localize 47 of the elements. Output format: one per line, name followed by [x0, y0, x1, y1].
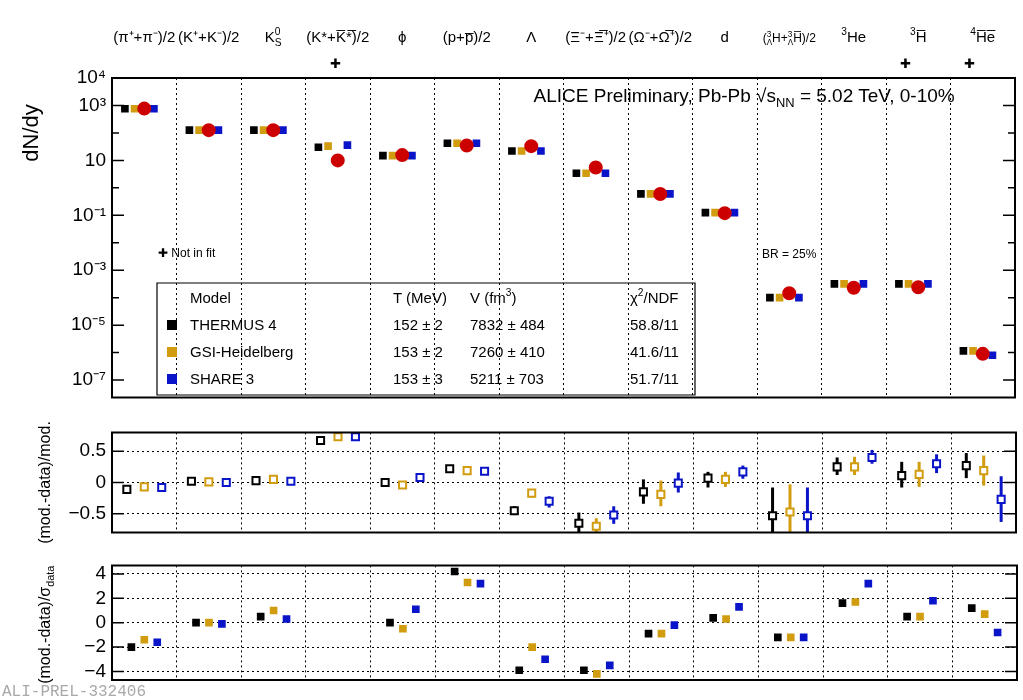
y-tick-label: 10⁻³	[72, 258, 106, 280]
y-axis-title: (mod.-data)/σdata	[36, 564, 56, 684]
annotation: 153 ± 3	[393, 370, 443, 387]
x-tick-label: (p+p̅)/2	[442, 28, 491, 45]
annotation: 7832 ± 484	[470, 316, 545, 333]
annotation: Model	[190, 289, 231, 306]
x-tick-label: Λ	[526, 28, 537, 45]
x-tick-label: (Ξ⁻+Ξ̅⁺)/2	[565, 28, 627, 45]
y-tick-label: −0.5	[68, 502, 106, 524]
text: ✚	[963, 56, 975, 71]
y-tick-label: 10³	[78, 93, 106, 115]
y-tick-label: 10⁻⁵	[70, 313, 106, 335]
y-tick-label: 0.5	[79, 439, 106, 461]
y-tick-label: 10⁻¹	[72, 203, 106, 225]
x-tick-label: d	[720, 28, 729, 45]
legend-label: GSI-Heidelberg	[190, 343, 294, 360]
y-tick-label: 10	[84, 148, 106, 170]
annotation: ✚ Not in fit	[158, 246, 217, 260]
x-tick-label: ϕ	[398, 28, 407, 45]
annotation: 51.7/11	[630, 370, 679, 387]
x-tick-label: (K*+K̅*̅)/2	[306, 28, 370, 45]
annotation: 41.6/11	[630, 343, 679, 360]
legend-label: SHARE 3	[190, 370, 255, 387]
y-tick-label: 0	[95, 470, 106, 492]
legend-label: THERMUS 4	[190, 316, 277, 333]
y-axis-title: (mod.-data)/mod.	[36, 421, 53, 544]
y-tick-label: −4	[84, 659, 107, 681]
annotation: 152 ± 2	[393, 316, 443, 333]
annotation: 58.8/11	[630, 316, 679, 333]
y-tick-label: 10⁴	[76, 66, 106, 88]
text: ✚	[329, 56, 341, 71]
annotation: BR = 25%	[762, 247, 817, 261]
y-tick-label: 4	[95, 562, 107, 584]
text: ✚	[899, 56, 911, 71]
text: ALI-PREL-332406	[2, 683, 147, 700]
y-tick-label: −2	[84, 635, 106, 657]
x-tick-label: (K⁺+K⁻)/2	[178, 28, 240, 45]
y-tick-label: 2	[95, 586, 106, 608]
y-axis-title: dN/dy	[18, 104, 43, 162]
annotation: T (MeV)	[393, 289, 447, 306]
annotation: 7260 ± 410	[470, 343, 545, 360]
x-tick-label: (π⁺+π⁻)/2	[113, 28, 176, 45]
annotation: 5211 ± 703	[470, 370, 544, 387]
y-tick-label: 10⁻⁷	[71, 368, 107, 390]
y-tick-label: 0	[95, 610, 106, 632]
annotation: 153 ± 2	[393, 343, 443, 360]
x-tick-label: (Ω⁻+Ω̅⁺)/2	[628, 28, 693, 45]
